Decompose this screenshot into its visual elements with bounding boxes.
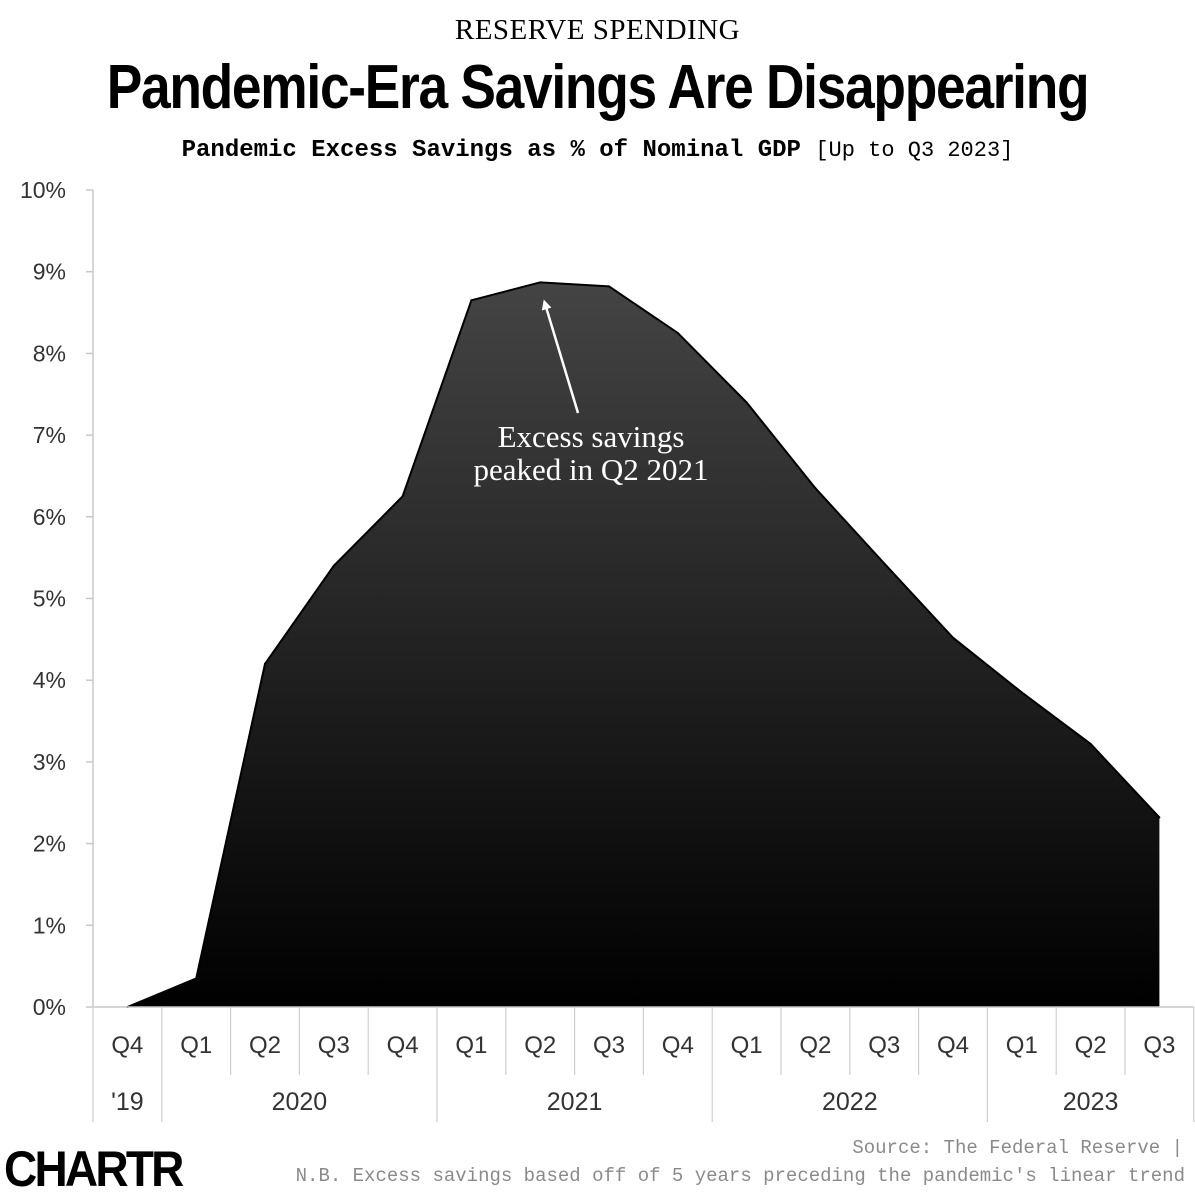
x-tick-label: Q2 [1075, 1032, 1107, 1059]
data-point [952, 636, 954, 639]
y-tick-label: 10% [20, 177, 66, 203]
y-tick-label: 4% [33, 667, 66, 693]
chart-subtitle: Pandemic Excess Savings as % of Nominal … [0, 137, 1195, 164]
data-point [745, 401, 748, 404]
data-point [1158, 816, 1161, 819]
x-tick-label: Q3 [868, 1032, 900, 1059]
chart-kicker: RESERVE SPENDING [454, 14, 741, 46]
methodology-note: N.B. Excess savings based off of 5 years… [295, 1165, 1185, 1187]
savings-area [127, 282, 1160, 1007]
x-tick-label: Q4 [937, 1032, 969, 1059]
chartr-logo: CHARTR [4, 1141, 184, 1197]
x-tick-label: Q2 [524, 1032, 556, 1059]
x-tick-label: Q4 [111, 1032, 143, 1059]
year-label: 2021 [547, 1088, 603, 1116]
x-tick-label: Q1 [731, 1032, 763, 1059]
y-tick-label: 2% [33, 831, 66, 857]
savings-line [127, 281, 1161, 1008]
area-layer [126, 281, 1161, 1008]
year-label: 2022 [822, 1088, 878, 1116]
year-label: '19 [111, 1088, 144, 1116]
data-point [1020, 691, 1023, 694]
x-tick-label: Q2 [799, 1032, 831, 1059]
y-tick-label: 5% [33, 586, 66, 612]
x-tick-label: Q1 [1006, 1032, 1038, 1059]
data-point [539, 281, 542, 284]
y-tick-label: 8% [33, 340, 66, 366]
x-tick-label: Q3 [593, 1032, 625, 1059]
data-point [264, 662, 266, 665]
y-tick-label: 1% [33, 912, 66, 938]
data-point [332, 564, 335, 567]
year-label: 2023 [1063, 1088, 1119, 1116]
data-point [195, 977, 198, 980]
x-tick-label: Q1 [455, 1032, 487, 1059]
chart-title: Pandemic-Era Savings Are Disappearing [106, 53, 1090, 122]
data-point [401, 495, 404, 498]
data-point [470, 299, 473, 302]
x-tick-label: Q1 [180, 1032, 212, 1059]
source-note: Source: The Federal Reserve | [852, 1137, 1183, 1159]
y-tick-label: 9% [33, 259, 66, 285]
x-tick-label: Q3 [318, 1032, 350, 1059]
annotation-text-line1: Excess savings [498, 419, 685, 454]
x-tick-label: Q4 [662, 1032, 694, 1059]
x-axis: Q4 Q1 Q2 Q3 Q4 Q1 Q2 Q3 Q4 Q1 Q2 Q3 Q4 Q1 Q2 Q3 '19 2020 2… [92, 1006, 1195, 1122]
subtitle-note: [Up to Q3 2023] [815, 138, 1014, 163]
y-tick-label: 0% [33, 994, 66, 1020]
x-tick-label: Q4 [387, 1032, 419, 1059]
data-point [676, 331, 679, 334]
annotation-arrow [541, 299, 580, 414]
year-label: 2020 [272, 1088, 328, 1116]
y-axis: 0% 1% 2% 3% 4% 5% 6% 7% 8% 9% 10% [20, 177, 94, 1020]
x-tick-label: Q3 [1143, 1032, 1175, 1059]
subtitle-main: Pandemic Excess Savings as % of Nominal … [181, 137, 801, 164]
y-tick-label: 3% [33, 749, 66, 775]
data-point [1089, 742, 1092, 745]
data-point [814, 487, 817, 490]
annotation-text-line2: peaked in Q2 2021 [473, 452, 708, 487]
x-tick-label: Q2 [249, 1032, 281, 1059]
y-tick-label: 6% [33, 504, 66, 530]
data-point [883, 562, 886, 565]
data-point [608, 285, 610, 288]
y-tick-label: 7% [33, 422, 66, 448]
